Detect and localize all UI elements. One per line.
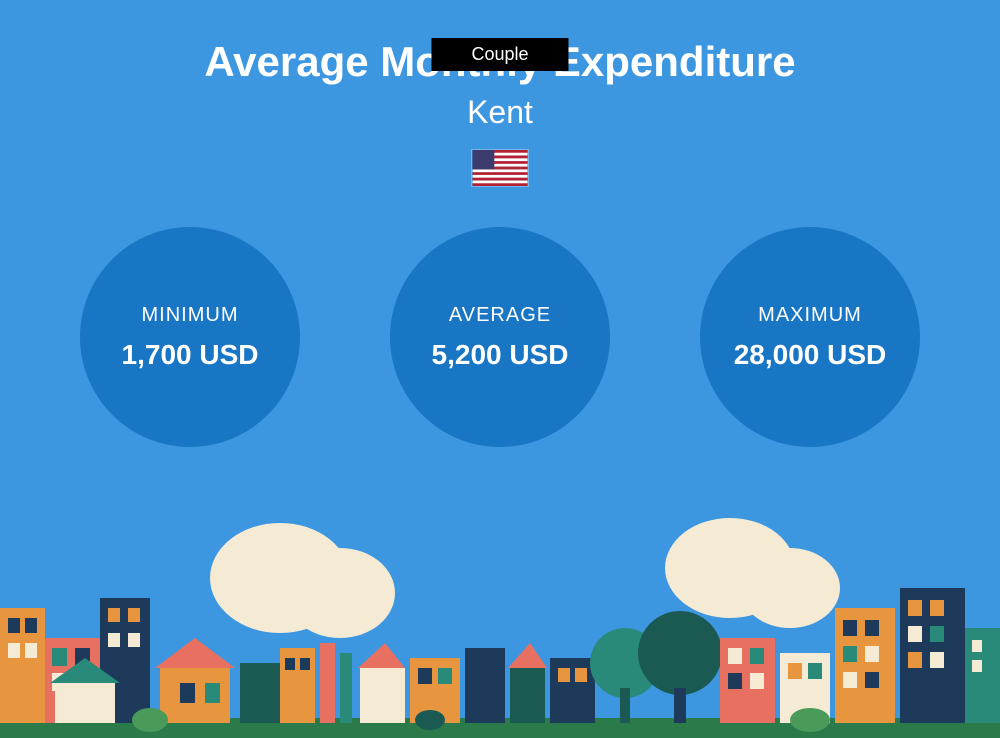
stats-row: MINIMUM 1,700 USD AVERAGE 5,200 USD MAXI… [0, 227, 1000, 447]
cityscape-illustration [0, 508, 1000, 738]
stat-value: 5,200 USD [432, 339, 569, 371]
stat-label: MAXIMUM [758, 304, 862, 327]
stat-label: MINIMUM [142, 304, 239, 327]
category-badge: Couple [431, 38, 568, 71]
stat-label: AVERAGE [449, 304, 551, 327]
usa-flag-icon [471, 149, 529, 187]
badge-text: Couple [471, 44, 528, 64]
stat-minimum: MINIMUM 1,700 USD [80, 227, 300, 447]
stat-maximum: MAXIMUM 28,000 USD [700, 227, 920, 447]
stat-value: 1,700 USD [122, 339, 259, 371]
stat-value: 28,000 USD [734, 339, 887, 371]
location-name: Kent [0, 94, 1000, 131]
stat-average: AVERAGE 5,200 USD [390, 227, 610, 447]
